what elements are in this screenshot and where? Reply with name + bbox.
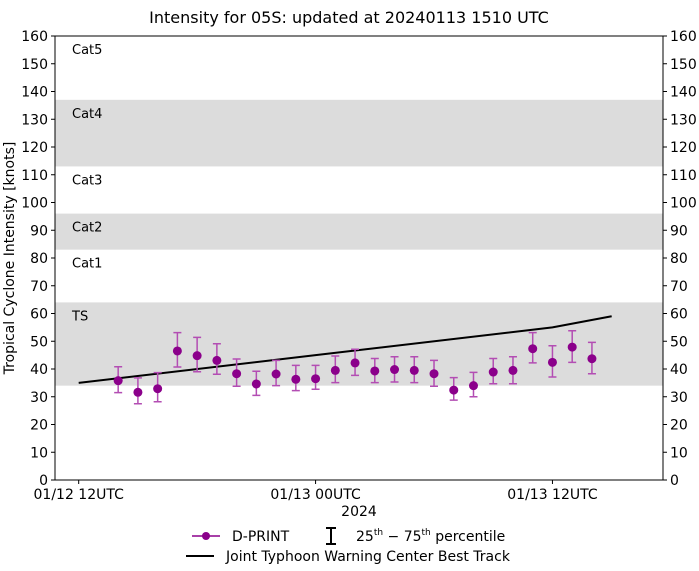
y-tick-label-right: 110 [670,168,697,184]
y-tick-label-left: 0 [39,473,48,489]
y-tick-label-right: 90 [670,223,688,239]
dprint-point [587,354,597,364]
category-label-cat3: Cat3 [72,173,102,188]
dprint-point [468,381,478,391]
dprint-point [153,384,163,394]
x-tick-label: 01/13 12UTC [507,487,598,503]
y-tick-label-right: 130 [670,112,697,128]
y-tick-label-left: 40 [30,362,48,378]
dprint-point [370,366,380,376]
y-tick-label-right: 80 [670,251,688,267]
y-tick-label-left: 130 [21,112,48,128]
y-tick-label-left: 120 [21,140,48,156]
y-tick-label-right: 100 [670,196,697,212]
y-tick-label-left: 110 [21,168,48,184]
y-tick-label-right: 160 [670,29,697,45]
x-tick-label: 01/12 12UTC [34,487,125,503]
category-label-cat1: Cat1 [72,257,102,272]
category-label-cat5: Cat5 [72,43,102,58]
category-label-cat4: Cat4 [72,107,102,122]
y-tick-label-left: 10 [30,445,48,461]
legend: D-PRINT 25th − 75th percentile Joint Typ… [186,527,511,565]
y-axis-label: Tropical Cyclone Intensity [knots] [2,142,18,376]
dprint-point [390,365,400,375]
dprint-point [488,367,498,377]
y-tick-label-left: 90 [30,223,48,239]
dprint-point [547,357,557,367]
legend-best-track-label: Joint Typhoon Warning Center Best Track [225,549,511,565]
category-band [55,99,663,167]
dprint-point [271,369,281,379]
dprint-point [508,365,518,375]
dprint-point [232,369,242,379]
dprint-point [172,346,182,356]
category-label-ts: TS [71,309,88,324]
y-tick-label-right: 60 [670,307,688,323]
category-band [55,302,663,386]
x-tick-label: 01/13 00UTC [270,487,361,503]
dprint-point [528,344,538,354]
chart-title: Intensity for 05S: updated at 20240113 1… [149,8,549,27]
dprint-point [429,369,439,379]
dprint-point [567,342,577,352]
y-tick-label-left: 50 [30,334,48,350]
category-band [55,213,663,250]
x-axis-label: 2024 [341,504,377,520]
dprint-point [133,387,143,397]
y-tick-label-left: 160 [21,29,48,45]
y-tick-label-right: 120 [670,140,697,156]
y-tick-label-left: 150 [21,57,48,73]
dprint-point [251,379,261,389]
y-tick-label-right: 30 [670,390,688,406]
y-tick-label-right: 40 [670,362,688,378]
y-tick-label-left: 100 [21,196,48,212]
category-label-cat2: Cat2 [72,221,102,236]
y-tick-label-right: 10 [670,445,688,461]
dprint-point [311,374,321,384]
legend-percentile-label: 25th − 75th percentile [356,528,505,545]
y-tick-label-right: 50 [670,334,688,350]
dprint-point [113,376,123,386]
dprint-point [212,355,222,365]
dprint-point [409,365,419,375]
y-tick-label-left: 80 [30,251,48,267]
dprint-point [330,365,340,375]
dprint-point [449,385,459,395]
dprint-point [350,358,360,368]
y-tick-label-left: 140 [21,85,48,101]
legend-errorbar-icon [326,527,336,545]
y-tick-label-right: 20 [670,418,688,434]
y-tick-label-left: 20 [30,418,48,434]
dprint-point [192,351,202,361]
y-tick-label-right: 0 [670,473,679,489]
y-tick-label-right: 140 [670,85,697,101]
legend-dprint-label: D-PRINT [232,529,290,545]
legend-dprint-marker [202,532,210,540]
y-tick-label-left: 70 [30,279,48,295]
y-tick-label-right: 150 [670,57,697,73]
dprint-point [291,374,301,384]
y-tick-label-right: 70 [670,279,688,295]
y-tick-label-left: 60 [30,307,48,323]
y-tick-label-left: 30 [30,390,48,406]
